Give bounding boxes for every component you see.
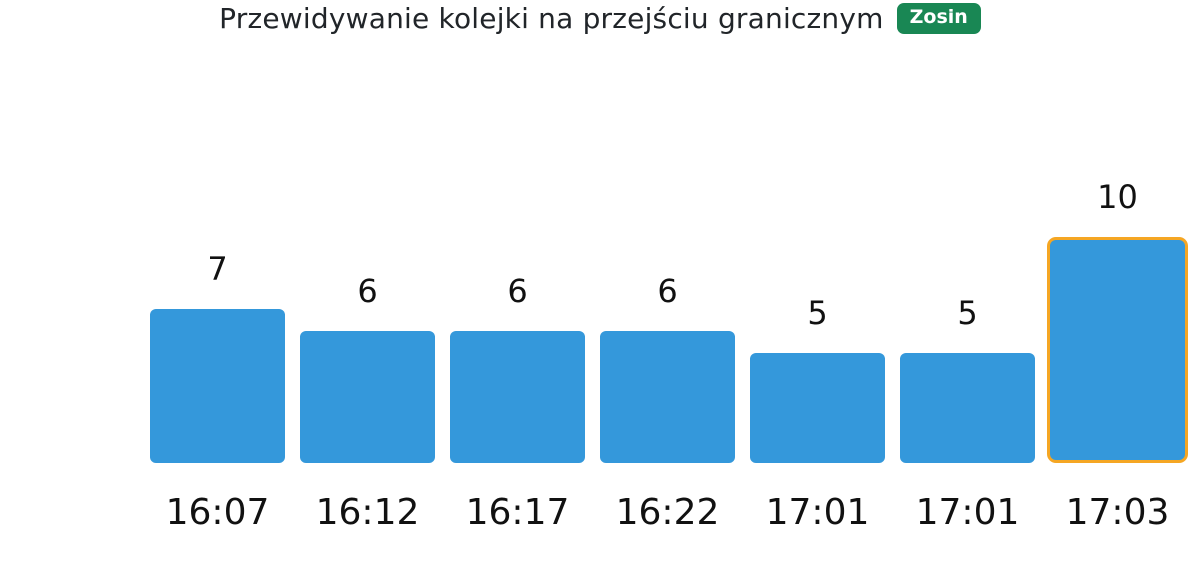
x-tick-label: 17:01 xyxy=(765,492,870,533)
bar[interactable] xyxy=(750,353,885,463)
bar-group: 6 16:12 xyxy=(300,272,435,533)
bar-group: 5 17:01 xyxy=(900,294,1035,533)
bar-group: 10 17:03 xyxy=(1047,178,1188,533)
bar-highlighted[interactable] xyxy=(1047,237,1188,463)
bar[interactable] xyxy=(450,331,585,463)
x-tick-label: 17:03 xyxy=(1065,492,1170,533)
bar-group: 6 16:17 xyxy=(450,272,585,533)
bar[interactable] xyxy=(150,309,285,463)
x-tick-label: 16:12 xyxy=(315,492,420,533)
x-tick-label: 16:07 xyxy=(165,492,270,533)
crossing-badge: Zosin xyxy=(896,2,981,35)
bar-group: 7 16:07 xyxy=(150,250,285,533)
bar-value-label: 5 xyxy=(807,294,828,333)
bar[interactable] xyxy=(600,331,735,463)
bar[interactable] xyxy=(300,331,435,463)
bar-value-label: 6 xyxy=(357,272,378,311)
bar-value-label: 7 xyxy=(207,250,228,289)
bar-group: 6 16:22 xyxy=(600,272,735,533)
chart-title: Przewidywanie kolejki na przejściu grani… xyxy=(219,2,884,35)
bar-value-label: 5 xyxy=(957,294,978,333)
queue-bar-chart: 7 16:07 6 16:12 6 16:17 6 16:22 5 17:01 5 17:01 10 17… xyxy=(150,0,1188,533)
bar-value-label: 10 xyxy=(1097,178,1138,217)
x-tick-label: 16:17 xyxy=(465,492,570,533)
x-tick-label: 17:01 xyxy=(915,492,1020,533)
bar-value-label: 6 xyxy=(507,272,528,311)
bar-group: 5 17:01 xyxy=(750,294,885,533)
chart-header: Przewidywanie kolejki na przejściu grani… xyxy=(0,2,1200,35)
bar[interactable] xyxy=(900,353,1035,463)
bar-value-label: 6 xyxy=(657,272,678,311)
x-tick-label: 16:22 xyxy=(615,492,720,533)
